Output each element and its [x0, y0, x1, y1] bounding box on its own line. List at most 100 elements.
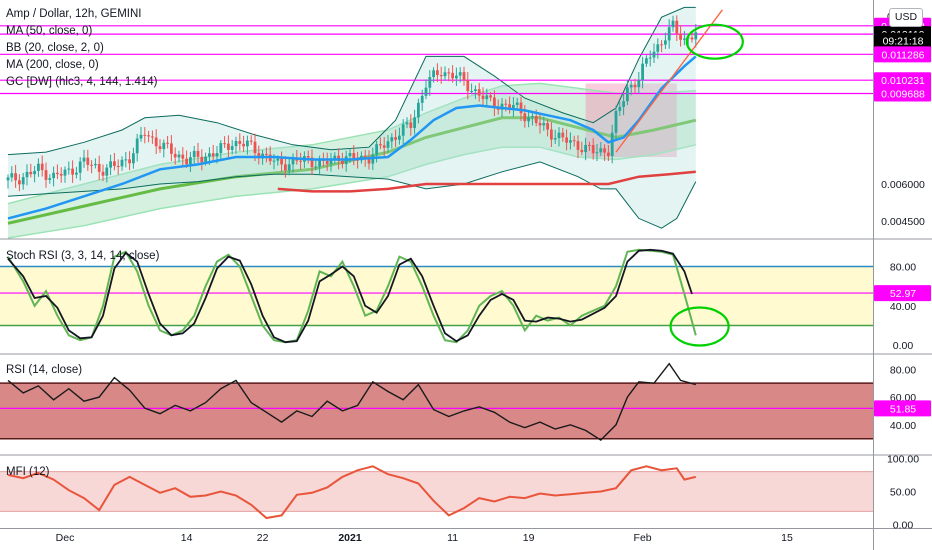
candle-body	[246, 140, 249, 147]
candle-body	[580, 149, 584, 153]
rsi-title: RSI (14, close)	[6, 364, 83, 376]
candle-body	[664, 40, 667, 45]
candle-body	[86, 157, 90, 165]
symbol-title[interactable]: Amp / Dollar, 12h, GEMINI	[6, 8, 142, 20]
candle-body	[166, 142, 169, 144]
rsi-line	[7, 362, 696, 441]
time-axis-label: 14	[181, 532, 193, 544]
time-axis-label: 15	[781, 532, 793, 544]
indicator-ma50-label[interactable]: MA (50, close, 0)	[6, 25, 93, 37]
candle-body	[405, 122, 409, 125]
candle-body	[234, 140, 238, 147]
candle-body	[299, 160, 302, 162]
annotation-ellipse-stoch	[669, 306, 730, 347]
candle-body	[679, 33, 682, 40]
stoch-level-label: 52.97	[890, 288, 916, 300]
candle-body	[306, 156, 310, 158]
indicator-ma200-label[interactable]: MA (200, close, 0)	[6, 59, 99, 71]
candle-body	[291, 157, 295, 165]
candle-body	[59, 174, 63, 176]
candle-body	[386, 141, 390, 148]
candle-body	[185, 158, 188, 165]
candle-body	[18, 180, 21, 185]
candle-body	[493, 97, 496, 108]
candle-body	[189, 157, 192, 165]
candle-body	[633, 84, 637, 88]
candle-body	[595, 152, 599, 154]
indicator-bb-label[interactable]: BB (20, close, 2, 0)	[6, 42, 104, 54]
candle-body	[413, 117, 416, 128]
candle-body	[177, 154, 181, 158]
candle-body	[519, 102, 523, 114]
gc-upper-line	[7, 82, 696, 205]
candle-body	[504, 103, 508, 105]
candle-body	[645, 58, 648, 64]
candle-body	[139, 134, 143, 139]
price-label-3: 0.011286	[881, 49, 924, 61]
candle-body	[280, 158, 283, 165]
candle-body	[572, 140, 576, 142]
candle-body	[109, 161, 112, 168]
candle-body	[398, 135, 401, 140]
indicator-gc-label[interactable]: GC [DW] (hlc3, 4, 144, 1.414)	[6, 76, 158, 88]
ma50-line	[7, 55, 697, 220]
rsi-legend[interactable]: RSI (14, close)	[6, 362, 82, 379]
candle-body	[394, 137, 397, 140]
rsi-tick-label: 40.00	[890, 420, 916, 432]
rsi-tick-label: 80.00	[890, 364, 916, 376]
price-label-5-bg	[874, 85, 931, 102]
candle-body	[238, 140, 242, 144]
candle-body	[325, 160, 329, 165]
candle-body	[78, 161, 82, 173]
candle-body	[181, 154, 185, 159]
candle-body	[477, 89, 481, 96]
candle-body	[25, 171, 29, 178]
candle-body	[489, 95, 492, 98]
candle-body	[265, 153, 268, 155]
candle-body	[500, 103, 504, 110]
stoch-tick-label: 0.00	[893, 340, 914, 352]
candle-body	[367, 158, 371, 164]
candle-body	[21, 177, 25, 185]
candle-body	[443, 72, 447, 77]
candle-body	[569, 140, 572, 143]
mfi-legend[interactable]: MFI (12)	[6, 464, 49, 481]
candle-body	[512, 104, 515, 109]
candle-body	[116, 165, 120, 167]
currency-button[interactable]: USD	[889, 8, 923, 27]
candle-body	[466, 80, 470, 92]
candle-body	[439, 75, 443, 77]
candle-body	[48, 178, 52, 180]
candle-body	[276, 158, 280, 161]
candle-body	[618, 106, 622, 111]
candle-body	[622, 101, 625, 107]
candle-body	[284, 164, 287, 171]
candle-body	[211, 153, 215, 157]
candle-body	[67, 168, 71, 170]
candle-body	[120, 159, 124, 167]
bb-lower-line	[7, 161, 697, 229]
candle-body	[436, 70, 439, 76]
price-label-2-bg	[874, 32, 931, 49]
candle-body	[424, 87, 428, 96]
candle-body	[652, 51, 656, 58]
stoch-band-fill	[0, 266, 873, 326]
bb-upper-line	[7, 6, 696, 156]
candle-body	[550, 129, 553, 140]
candle-body	[675, 20, 679, 34]
candle-body	[200, 156, 204, 163]
candle-body	[656, 44, 660, 52]
candle-body	[382, 145, 386, 148]
candle-body	[561, 132, 565, 138]
candle-body	[660, 44, 663, 46]
candle-body	[341, 160, 344, 165]
bb-fill	[8, 7, 696, 229]
candle-body	[363, 155, 367, 159]
stoch-tick-label: 80.00	[890, 262, 916, 274]
stoch-rsi-legend[interactable]: Stoch RSI (3, 3, 14, 14, close)	[6, 248, 159, 265]
mfi-title: MFI (12)	[6, 466, 50, 478]
candle-body	[409, 122, 413, 128]
price-tick-label: 0.004500	[881, 216, 925, 228]
candle-body	[428, 77, 432, 88]
